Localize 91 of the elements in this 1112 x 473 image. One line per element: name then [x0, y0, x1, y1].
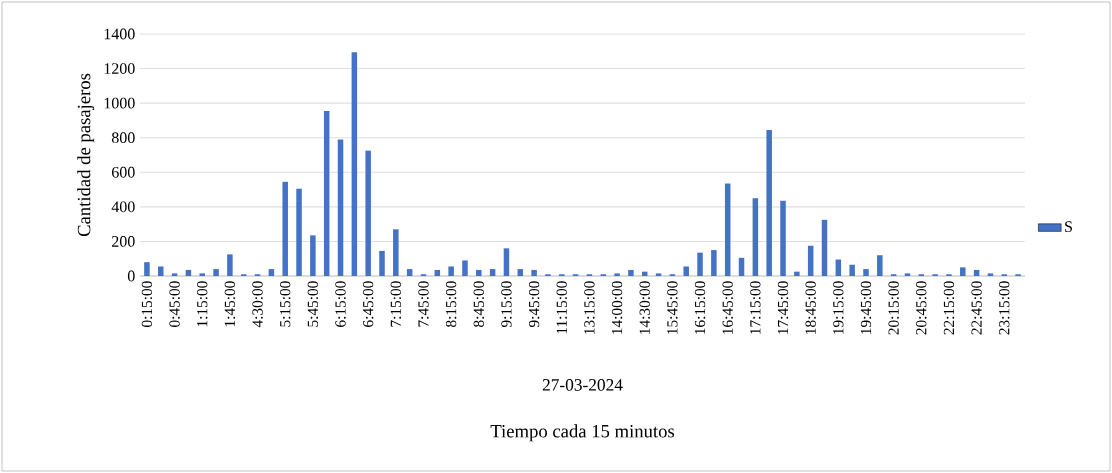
bar — [973, 269, 980, 276]
x-tick-label: 0:15:00 — [141, 281, 153, 327]
bar — [766, 129, 772, 276]
bar — [199, 273, 205, 276]
bar — [310, 235, 316, 276]
x-tick-label: 6:15:00 — [335, 281, 346, 327]
bar — [158, 266, 164, 276]
bar — [904, 273, 911, 276]
bar — [614, 273, 620, 276]
x-tick-label: 5:45:00 — [307, 281, 319, 327]
text: 27-03-2024 — [542, 379, 623, 391]
bar — [821, 219, 828, 276]
x-tick-label: 20:45:00 — [916, 281, 927, 335]
y-axis-title: Cantidad de pasajeros — [77, 73, 95, 237]
bar — [752, 198, 759, 276]
bar — [877, 255, 883, 276]
bar — [503, 248, 510, 276]
bar — [849, 264, 855, 276]
x-tick-label: 4:30:00 — [252, 281, 263, 328]
x-tick-label: 22:45:00 — [971, 281, 982, 335]
bar — [406, 269, 413, 276]
bar — [780, 200, 786, 276]
x-tick-label: 16:45:00 — [722, 281, 733, 334]
bar — [227, 254, 233, 276]
x-tick-label: 23:15:00 — [999, 281, 1010, 335]
x-tick-label: 7:15:00 — [390, 281, 402, 327]
bar — [476, 269, 482, 276]
x-tick-label: 18:45:00 — [805, 281, 816, 334]
x-tick-label: 16:15:00 — [694, 281, 706, 334]
bar — [628, 269, 634, 276]
x-tick-label: 14:30:00 — [639, 281, 650, 334]
bar — [296, 188, 302, 276]
y-tick-label: 800 — [111, 132, 135, 144]
x-tick-label: 1:15:00 — [197, 281, 208, 327]
bar — [683, 266, 689, 276]
bar — [863, 269, 869, 276]
bar — [531, 269, 537, 276]
bar — [697, 252, 703, 276]
y-tick-label: 0 — [127, 270, 135, 282]
bar — [268, 269, 275, 276]
y-tick-label: 600 — [111, 166, 135, 178]
bar — [323, 110, 330, 276]
x-tick-label: 19:15:00 — [833, 281, 844, 334]
x-tick-label: 1:45:00 — [224, 281, 236, 327]
legend-label: S — [1065, 221, 1072, 233]
bar — [517, 269, 524, 276]
x-tick-label: 22:15:00 — [943, 281, 955, 335]
bar — [185, 269, 192, 276]
x-tick-label: 14:00:00 — [611, 281, 623, 334]
bar — [282, 181, 288, 276]
x-tick-label: 17:45:00 — [777, 281, 789, 334]
bar — [393, 229, 399, 276]
x-tick-label: 20:15:00 — [888, 281, 899, 335]
x-tick-label: 9:45:00 — [528, 281, 540, 328]
x-tick-label: 6:45:00 — [362, 281, 374, 327]
y-tick-label: 400 — [111, 201, 135, 213]
bar — [365, 150, 371, 276]
x-tick-label: 13:15:00 — [584, 281, 595, 334]
bar — [462, 260, 468, 276]
x-axis-title: Tiempo cada 15 minutos — [490, 424, 675, 442]
y-tick-label: 1200 — [104, 63, 135, 74]
bar — [655, 273, 662, 276]
x-tick-label: 0:45:00 — [169, 281, 180, 327]
x-tick-label: 17:15:00 — [750, 281, 761, 334]
bar — [987, 273, 994, 276]
bar — [489, 269, 496, 276]
x-tick-label: 8:15:00 — [445, 281, 457, 327]
bar — [960, 267, 966, 276]
x-tick-label: 5:15:00 — [280, 281, 291, 327]
bar — [144, 262, 150, 276]
bar — [213, 269, 219, 276]
x-tick-label: 15:45:00 — [667, 281, 678, 334]
bar — [379, 250, 385, 276]
bar — [738, 257, 745, 276]
bar — [337, 139, 344, 276]
x-tick-label: 11:15:00 — [556, 281, 567, 334]
y-tick-label: 1000 — [104, 97, 135, 109]
x-tick-label: 7:45:00 — [418, 281, 429, 327]
bar — [724, 183, 731, 276]
x-tick-label: 19:45:00 — [860, 281, 872, 334]
x-tick-label: 8:45:00 — [473, 281, 484, 327]
bar — [794, 271, 800, 276]
bar — [171, 273, 178, 276]
bar — [434, 269, 441, 276]
bar — [807, 245, 814, 276]
bar — [448, 266, 454, 276]
bar — [351, 52, 358, 276]
y-tick-label: 1400 — [104, 28, 135, 40]
x-tick-label: 9:15:00 — [501, 281, 512, 328]
y-tick-label: 200 — [112, 236, 135, 247]
bar — [711, 250, 717, 276]
